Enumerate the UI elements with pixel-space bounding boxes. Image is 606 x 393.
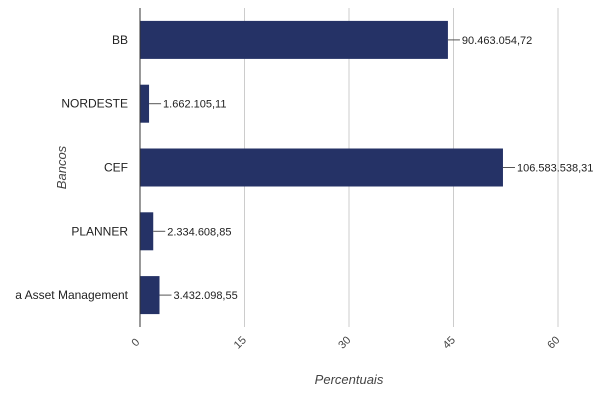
x-axis-title: Percentuais (315, 372, 384, 387)
category-label: NORDESTE (61, 97, 128, 111)
bar (140, 212, 154, 251)
bars (140, 20, 503, 315)
x-tick-label: 45 (441, 334, 458, 351)
category-labels: BB NORDESTE CEF PLANNER a Asset Management (15, 33, 128, 302)
data-label: 106.583.538,31 (517, 163, 593, 175)
x-tick-label: 60 (545, 334, 562, 351)
bar (140, 148, 503, 187)
bar (140, 84, 150, 123)
category-label: BB (112, 33, 128, 47)
y-axis-title: Bancos (54, 145, 69, 189)
x-tick-label: 0 (129, 336, 142, 349)
bar (140, 20, 448, 59)
category-label: PLANNER (71, 224, 128, 238)
data-labels: 90.463.054,72 1.662.105,11 106.583.538,31 2… (163, 35, 593, 302)
category-label: CEF (104, 161, 128, 175)
data-label: 2.334.608,85 (167, 226, 231, 238)
x-tick-label: 30 (336, 334, 353, 351)
data-label: 3.432.098,55 (174, 290, 238, 302)
data-label-leaders (149, 39, 515, 296)
data-label: 1.662.105,11 (163, 99, 226, 111)
category-label: a Asset Management (15, 288, 128, 302)
data-label: 90.463.054,72 (462, 35, 532, 47)
x-tick-labels: 0 15 30 45 60 (129, 334, 562, 351)
x-tick-label: 15 (232, 334, 249, 351)
bar (140, 276, 160, 315)
